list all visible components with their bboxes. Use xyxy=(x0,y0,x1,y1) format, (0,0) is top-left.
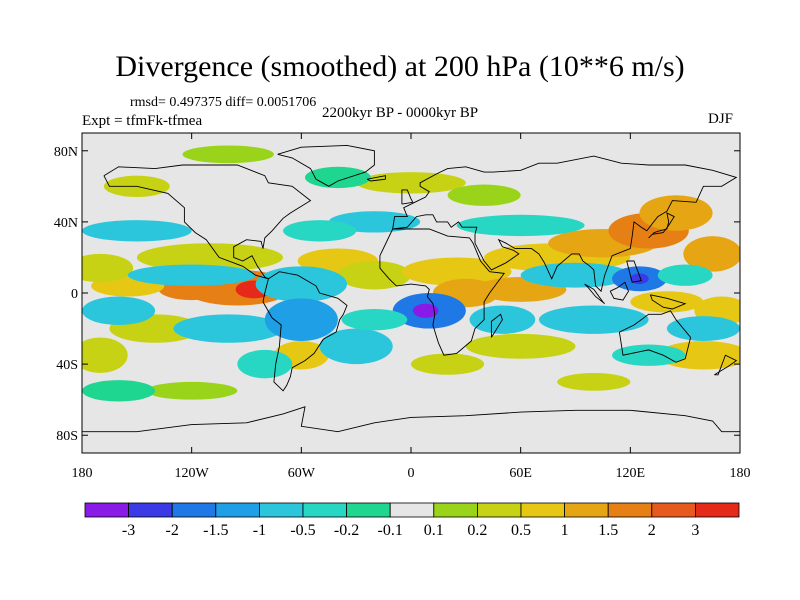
colorbar-swatch xyxy=(389,502,435,518)
coastline xyxy=(262,271,348,392)
field-blob xyxy=(447,184,521,206)
colorbar-label: 1.5 xyxy=(598,522,618,539)
coastline xyxy=(618,310,692,363)
field-blob xyxy=(666,316,740,341)
lon-tick-label: 0 xyxy=(408,466,415,481)
colorbar-swatch xyxy=(128,502,173,518)
lat-tick-label: 80N xyxy=(54,145,78,160)
field-blob xyxy=(341,309,408,331)
coastline xyxy=(277,144,375,187)
colorbar-label: 3 xyxy=(691,522,699,539)
colorbar-swatch xyxy=(564,502,609,518)
colorbar-label: 1 xyxy=(561,522,569,539)
coastline xyxy=(714,354,738,376)
coastline xyxy=(584,283,606,305)
divergence-field xyxy=(82,145,740,402)
coastline xyxy=(609,281,630,301)
experiment-label: Expt = tfmFk-tfmea xyxy=(82,113,203,129)
lat-tick-label: 80S xyxy=(56,429,78,444)
colorbar-swatch xyxy=(433,502,478,518)
field-blob xyxy=(255,266,348,302)
field-blob xyxy=(412,303,439,318)
colorbar-swatch xyxy=(695,502,740,518)
colorbar-swatch xyxy=(607,502,653,518)
field-blob xyxy=(127,264,256,286)
colorbar-swatch xyxy=(520,502,565,518)
colorbar-label: 2 xyxy=(648,522,656,539)
coastline xyxy=(366,175,386,182)
lat-tick-label: 40N xyxy=(54,216,78,231)
coastline xyxy=(490,313,503,338)
field-blob xyxy=(639,195,713,231)
field-blob xyxy=(456,214,585,237)
colorbar-swatch xyxy=(302,502,347,518)
field-blob xyxy=(319,328,393,365)
field-blob xyxy=(612,344,686,366)
colorbar: -3 -2 -1.5 -1 -0.5 -0.2 -0.1 0.1 0.2 0.5 1 1.5 2 3 xyxy=(84,502,740,539)
field-blob xyxy=(657,341,740,370)
colorbar-swatch xyxy=(215,502,260,518)
period-label: 2200kyr BP - 0000kyr BP xyxy=(322,105,479,121)
colorbar-swatch xyxy=(171,502,217,518)
field-blob xyxy=(82,296,156,325)
coastline xyxy=(401,189,414,205)
colorbar-label: -1.5 xyxy=(203,522,228,539)
field-blob xyxy=(145,381,238,400)
field-blob xyxy=(657,264,713,286)
field-blob xyxy=(538,305,649,334)
colorbar-swatch xyxy=(84,502,129,518)
field-blob xyxy=(82,380,156,402)
colorbar-swatch xyxy=(258,502,304,518)
colorbar-swatch xyxy=(651,502,696,518)
field-blob xyxy=(82,337,128,373)
field-blob xyxy=(411,353,485,375)
figure-title: Divergence (smoothed) at 200 hPa (10**6 … xyxy=(115,50,685,83)
colorbar-label: -0.5 xyxy=(290,522,315,539)
coastline xyxy=(82,406,740,433)
colorbar-swatch xyxy=(346,502,391,518)
field-blob xyxy=(304,166,371,189)
colorbar-label: 0.1 xyxy=(424,522,444,539)
colorbar-label: -0.1 xyxy=(378,522,403,539)
coastline xyxy=(626,260,642,283)
lon-tick-label: 120E xyxy=(616,466,646,481)
field-blob xyxy=(465,333,576,359)
coastline xyxy=(392,155,738,293)
coastline xyxy=(103,164,312,280)
coastline xyxy=(379,228,506,356)
axis-ticks: 180 120W 60W 0 60E 120E 180 80N 40N 0 40S 80S xyxy=(54,133,751,481)
lon-tick-label: 60E xyxy=(509,466,532,481)
lat-tick-label: 0 xyxy=(71,287,78,302)
field-blob xyxy=(82,253,134,283)
lon-tick-label: 180 xyxy=(730,466,751,481)
lat-tick-label: 40S xyxy=(56,358,78,373)
field-blob xyxy=(237,349,293,379)
colorbar-label: -3 xyxy=(122,522,135,539)
lon-tick-label: 120W xyxy=(175,466,210,481)
field-blob xyxy=(283,220,357,242)
field-blob xyxy=(630,291,704,313)
colorbar-swatch xyxy=(476,502,522,518)
colorbar-label: 0.5 xyxy=(511,522,531,539)
stats-text: rmsd= 0.497375 diff= 0.0051706 xyxy=(130,95,317,110)
colorbar-label: -1 xyxy=(253,522,266,539)
colorbar-label: -0.2 xyxy=(334,522,359,539)
coastline xyxy=(648,212,675,239)
season-label: DJF xyxy=(708,111,734,127)
field-blob xyxy=(136,243,284,272)
field-blob xyxy=(356,172,466,194)
field-blob xyxy=(264,298,338,341)
colorbar-label: 0.2 xyxy=(467,522,487,539)
field-blob xyxy=(173,314,284,343)
field-blob xyxy=(82,220,192,242)
coastline xyxy=(649,294,687,310)
colorbar-label: -2 xyxy=(166,522,179,539)
field-blob xyxy=(182,145,274,164)
lon-tick-label: 60W xyxy=(288,466,316,481)
coastlines xyxy=(82,144,740,433)
field-blob xyxy=(557,373,631,391)
lon-tick-label: 180 xyxy=(72,466,93,481)
field-blob xyxy=(683,236,740,272)
